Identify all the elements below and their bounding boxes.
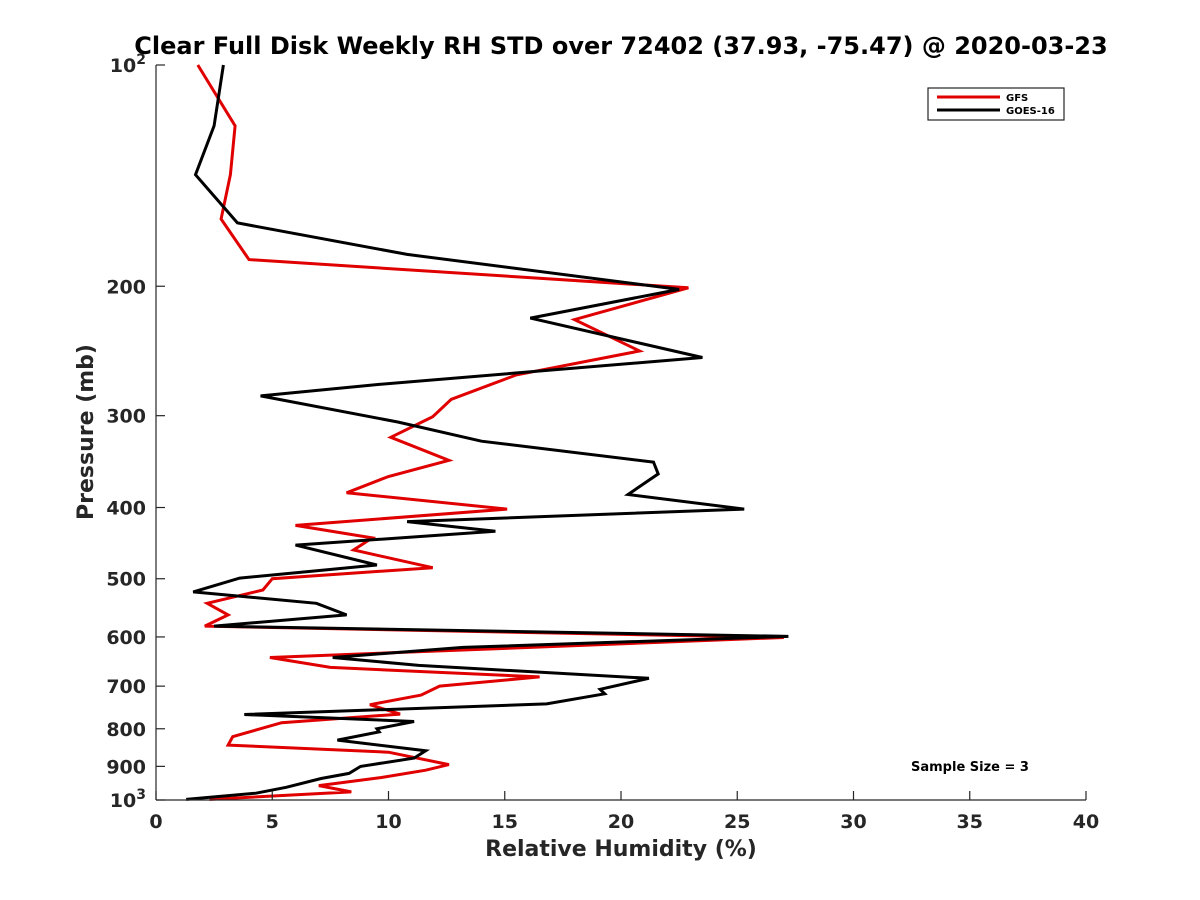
x-tick-label: 20	[608, 811, 634, 833]
legend-label-gfs: GFS	[1006, 93, 1028, 104]
y-tick-label: 102	[110, 52, 146, 77]
y-tick-label: 200	[106, 276, 146, 298]
y-tick-label: 600	[106, 627, 146, 649]
x-tick-label: 40	[1073, 811, 1099, 833]
legend-label-goes-16: GOES-16	[1006, 106, 1055, 117]
series-line-gfs	[196, 64, 784, 801]
x-tick-label: 30	[840, 811, 866, 833]
y-tick-label: 500	[106, 569, 146, 591]
y-tick-label: 300	[106, 406, 146, 428]
x-tick-label: 10	[375, 811, 401, 833]
x-tick-label: 35	[957, 811, 983, 833]
x-tick-label: 15	[492, 811, 518, 833]
y-tick-label: 900	[106, 756, 146, 778]
x-axis-label: Relative Humidity (%)	[485, 837, 757, 862]
y-axis-ticks: 102 200 300 400 500 600 700 800 900 103	[106, 52, 165, 812]
y-tick-label: 103	[110, 787, 146, 812]
chart-title: Clear Full Disk Weekly RH STD over 72402…	[134, 32, 1107, 60]
x-axis-ticks: 0 5 10 15 20 25 30 35 40	[149, 791, 1099, 833]
y-axis-label: Pressure (mb)	[74, 344, 99, 520]
x-tick-label: 5	[266, 811, 279, 833]
legend: GFS GOES-16	[927, 87, 1065, 121]
series-layer	[186, 64, 789, 801]
x-tick-label: 0	[149, 811, 162, 833]
series-line-goes-16	[186, 64, 789, 801]
y-tick-label: 400	[106, 498, 146, 520]
x-tick-label: 25	[724, 811, 750, 833]
y-tick-label: 700	[106, 676, 146, 698]
plot-area	[156, 65, 1086, 800]
sample-size-annotation: Sample Size = 3	[911, 760, 1029, 775]
y-tick-label: 800	[106, 719, 146, 741]
legend-box	[927, 87, 1065, 121]
